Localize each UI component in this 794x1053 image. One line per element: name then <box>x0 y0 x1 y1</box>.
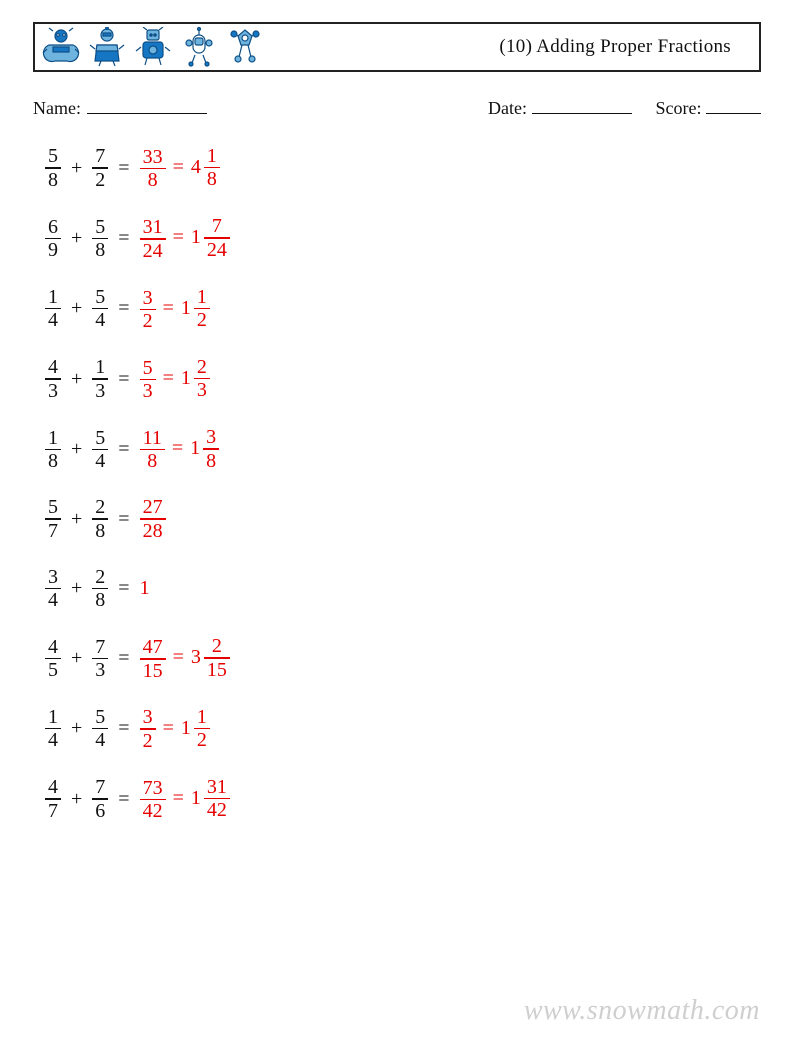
robot-icon <box>133 27 173 67</box>
plus-op: + <box>69 368 84 391</box>
problem-row: 58+72=338 = 418 <box>45 146 230 190</box>
score-label: Score: <box>656 98 702 118</box>
robot-icons <box>41 27 265 67</box>
equals-op: = <box>116 788 131 811</box>
robot-icon <box>225 27 265 67</box>
answer: 53 = 123 <box>140 357 210 401</box>
robot-icon <box>41 27 81 67</box>
name-label: Name: <box>33 98 81 119</box>
equals-op: = <box>116 157 131 180</box>
equals-op: = <box>116 647 131 670</box>
answer: 118 = 138 <box>140 427 220 471</box>
worksheet-header: (10) Adding Proper Fractions <box>33 22 761 72</box>
equals-op: = <box>116 577 131 600</box>
problem-row: 34+28=1 <box>45 567 230 610</box>
problem-row: 14+54=32 = 112 <box>45 707 230 751</box>
meta-row: Name: Date: Score: <box>33 96 761 119</box>
answer: 32 = 112 <box>140 287 210 331</box>
worksheet-title: (10) Adding Proper Fractions <box>499 36 751 58</box>
plus-op: + <box>69 157 84 180</box>
plus-op: + <box>69 438 84 461</box>
problem-row: 18+54=118 = 138 <box>45 427 230 471</box>
plus-op: + <box>69 577 84 600</box>
watermark: www.snowmath.com <box>524 995 760 1027</box>
answer: 32 = 112 <box>140 707 210 751</box>
answer: 338 = 418 <box>140 146 220 190</box>
problem-list: 58+72=338 = 41869+58=3124 = 172414+54=32… <box>45 146 230 821</box>
date-blank[interactable] <box>532 96 632 114</box>
plus-op: + <box>69 297 84 320</box>
answer: 7342 = 13142 <box>140 777 230 821</box>
answer: 3124 = 1724 <box>140 216 230 260</box>
equals-op: = <box>116 227 131 250</box>
equals-op: = <box>116 297 131 320</box>
equals-op: = <box>116 508 131 531</box>
answer: 1 <box>140 577 150 600</box>
name-blank[interactable] <box>87 96 207 114</box>
plus-op: + <box>69 647 84 670</box>
problem-row: 57+28=2728 <box>45 497 230 540</box>
equals-op: = <box>116 717 131 740</box>
problem-row: 45+73=4715 = 3215 <box>45 636 230 680</box>
equals-op: = <box>116 368 131 391</box>
problem-row: 14+54=32 = 112 <box>45 287 230 331</box>
problem-row: 43+13=53 = 123 <box>45 357 230 401</box>
robot-icon <box>87 27 127 67</box>
answer: 2728 <box>140 497 166 540</box>
problem-row: 69+58=3124 = 1724 <box>45 216 230 260</box>
answer: 4715 = 3215 <box>140 636 230 680</box>
score-blank[interactable] <box>706 96 761 114</box>
plus-op: + <box>69 717 84 740</box>
plus-op: + <box>69 227 84 250</box>
problem-row: 47+76=7342 = 13142 <box>45 777 230 821</box>
robot-icon <box>179 27 219 67</box>
plus-op: + <box>69 508 84 531</box>
plus-op: + <box>69 788 84 811</box>
equals-op: = <box>116 438 131 461</box>
date-label: Date: <box>488 98 527 118</box>
